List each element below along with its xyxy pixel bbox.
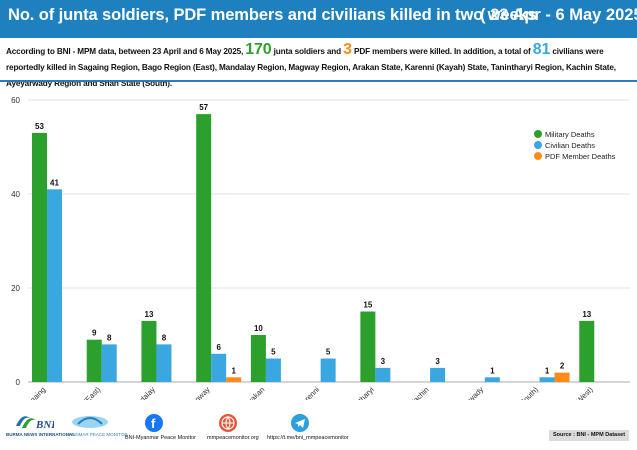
data-label: 3 (381, 357, 386, 366)
data-label: 5 (326, 348, 331, 357)
data-label: 5 (271, 348, 276, 357)
data-label: 57 (199, 103, 208, 112)
bar-civilian-deaths (484, 377, 500, 382)
bar-chart: 02040605341Sagaing98Bago (East)138Mandal… (11, 96, 630, 400)
data-label: 6 (216, 343, 221, 352)
bar-civilian-deaths (211, 353, 227, 382)
data-label: 1 (545, 366, 550, 375)
bar-military-deaths (86, 339, 102, 382)
data-label: 9 (92, 329, 97, 338)
facebook-icon[interactable]: f (145, 414, 163, 432)
pdf-count: 3 (343, 41, 352, 58)
data-label: 53 (35, 122, 44, 131)
bar-military-deaths (196, 114, 212, 382)
category-label: Kachin (408, 385, 431, 400)
data-label: 13 (582, 310, 591, 319)
bar-military-deaths (579, 320, 595, 382)
bni-logo: BNI (14, 408, 56, 431)
bar-military-deaths (32, 132, 47, 382)
source-label: Source : BNI - MPM Dataset (549, 430, 629, 441)
category-label: Bago (East) (68, 385, 103, 400)
bar-military-deaths (360, 311, 376, 382)
legend-label: PDF Member Deaths (545, 152, 616, 161)
legend-label: Civilian Deaths (545, 141, 595, 150)
footer: BNI BURMA NEWS INTERNATIONAL MYANMAR PEA… (0, 400, 637, 450)
data-label: 13 (145, 310, 154, 319)
description-text-1: According to BNI - MPM data, between 23 … (6, 47, 244, 56)
bar-civilian-deaths (101, 344, 117, 382)
category-label: Ayeyarwady (450, 385, 485, 400)
svg-text:f: f (151, 416, 156, 431)
header-bar: No. of junta soldiers, PDF members and c… (0, 0, 637, 38)
data-label: 41 (50, 178, 59, 187)
data-label: 2 (560, 362, 565, 371)
date-range: ( 23 Apr - 6 May 2025 ) (480, 6, 637, 24)
description-text-2: junta soldiers and (273, 47, 342, 56)
data-label: 8 (162, 333, 167, 342)
legend-marker (534, 141, 542, 149)
divider (0, 80, 637, 82)
category-label: Magway (185, 385, 211, 400)
y-tick-label: 40 (11, 190, 20, 199)
category-label: Arakan (243, 385, 266, 400)
category-label: Bago (West) (559, 385, 595, 400)
bar-civilian-deaths (47, 189, 62, 382)
bar-military-deaths (141, 320, 157, 382)
svg-text:BNI: BNI (35, 419, 54, 431)
data-label: 1 (231, 366, 236, 375)
legend-marker (534, 130, 542, 138)
bar-pdf-member-deaths (226, 377, 242, 382)
bar-civilian-deaths (156, 344, 172, 382)
description-text-3: PDF members were killed. In addition, a … (354, 47, 531, 56)
civilian-count: 81 (532, 41, 551, 58)
category-label: Tanintharyi (344, 385, 376, 400)
description-text-4: civilians were reportedly killed in Saga… (6, 47, 616, 88)
data-label: 1 (490, 366, 495, 375)
bar-civilian-deaths (430, 367, 446, 382)
chart-title: No. of junta soldiers, PDF members and c… (8, 6, 537, 24)
telegram-link[interactable]: https://t.me/bni_mmpeacemonitor (267, 435, 349, 441)
bni-name: BURMA NEWS INTERNATIONAL (6, 432, 75, 437)
legend-label: Military Deaths (545, 130, 595, 139)
mpm-name: MYANMAR PEACE MONITOR (66, 432, 128, 437)
y-tick-label: 20 (11, 284, 20, 293)
bar-civilian-deaths (375, 367, 391, 382)
category-label: Sagaing (22, 385, 48, 400)
category-label: Karenni (296, 385, 321, 400)
globe-icon[interactable] (219, 414, 237, 432)
telegram-icon[interactable] (291, 414, 309, 432)
bar-military-deaths (250, 335, 266, 382)
website-link[interactable]: mmpeacemonitor.org (207, 435, 259, 441)
bar-civilian-deaths (539, 377, 555, 382)
junta-count: 170 (245, 41, 272, 58)
data-label: 8 (107, 333, 112, 342)
description: According to BNI - MPM data, between 23 … (6, 42, 634, 92)
mpm-logo (68, 412, 112, 430)
facebook-link[interactable]: BNI-Myanmar Peace Monitor (125, 435, 196, 441)
bar-civilian-deaths (265, 358, 281, 382)
y-tick-label: 0 (16, 378, 21, 387)
data-label: 3 (435, 357, 440, 366)
bar-pdf-member-deaths (554, 372, 570, 382)
legend-marker (534, 152, 542, 160)
bar-civilian-deaths (320, 358, 336, 382)
category-label: Shan (South) (502, 385, 540, 400)
category-label: Mandalay (128, 385, 158, 400)
data-label: 15 (363, 301, 372, 310)
data-label: 10 (254, 324, 263, 333)
y-tick-label: 60 (11, 96, 20, 105)
